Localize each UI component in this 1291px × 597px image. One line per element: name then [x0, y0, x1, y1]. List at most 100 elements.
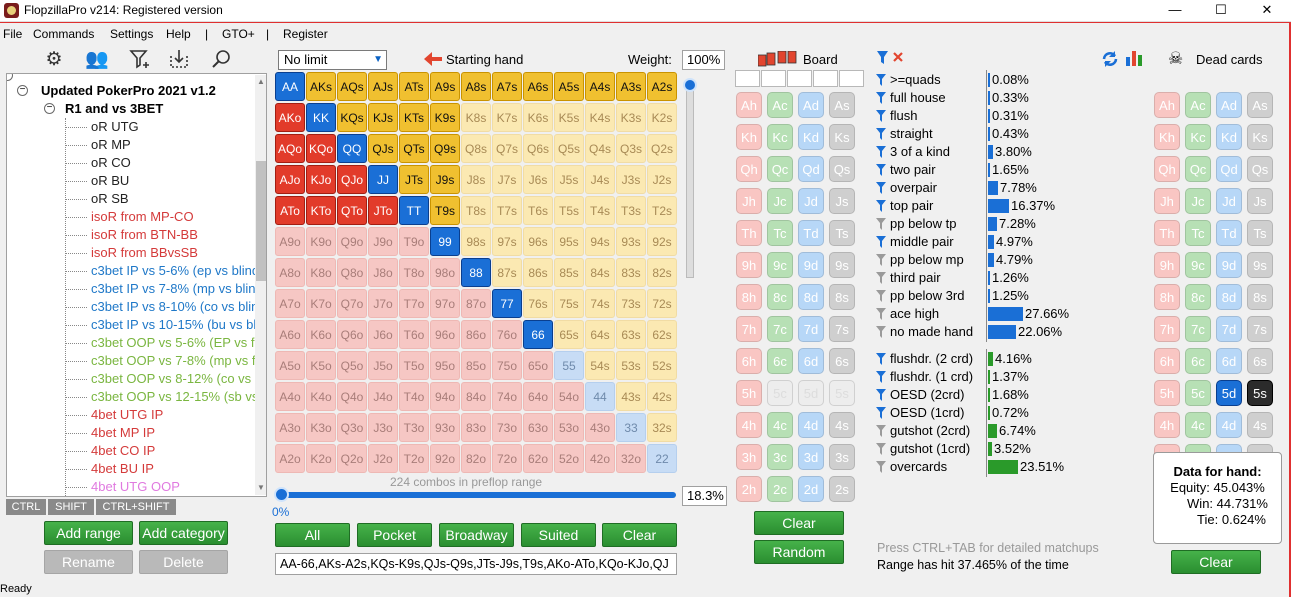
stat-row[interactable]: pp below tp 7.28% — [876, 215, 1176, 233]
stat-row[interactable]: two pair 1.65% — [876, 161, 1176, 179]
board-card[interactable]: Ad — [798, 92, 824, 118]
hand-cell[interactable]: K3o — [306, 413, 336, 442]
board-card[interactable]: Tc — [767, 220, 793, 246]
stat-row[interactable]: OESD (2crd) 1.68% — [876, 386, 1176, 404]
stat-row[interactable]: flushdr. (2 crd) 4.16% — [876, 350, 1176, 368]
hand-cell[interactable]: J9o — [368, 227, 398, 256]
hand-cell[interactable]: 97o — [430, 289, 460, 318]
hand-cell[interactable]: 55 — [554, 351, 584, 380]
rename-button[interactable]: Rename — [44, 550, 133, 574]
dead-card[interactable]: Jh — [1154, 188, 1180, 214]
board-card[interactable]: 6h — [736, 348, 762, 374]
hand-cell[interactable]: 92o — [430, 444, 460, 473]
tree-item[interactable]: c3bet IP vs 7-8% (mp vs blind — [91, 281, 263, 296]
hand-cell[interactable]: AJs — [368, 72, 398, 101]
hand-cell[interactable]: J7s — [492, 165, 522, 194]
hand-cell[interactable]: AA — [275, 72, 305, 101]
hand-cell[interactable]: T6o — [399, 320, 429, 349]
board-card[interactable]: 9d — [798, 252, 824, 278]
collapse-icon[interactable]: − — [7, 74, 13, 81]
menu-file[interactable]: File — [3, 27, 23, 41]
board-card[interactable]: 5d — [798, 380, 824, 406]
refresh-icon[interactable] — [1101, 50, 1119, 68]
hand-cell[interactable]: T2o — [399, 444, 429, 473]
dead-card[interactable]: 5s — [1247, 380, 1273, 406]
tree-item[interactable]: oR CO — [91, 155, 131, 170]
hand-cell[interactable]: JTo — [368, 196, 398, 225]
dead-card[interactable]: 6s — [1247, 348, 1273, 374]
board-card[interactable]: 3h — [736, 444, 762, 470]
dead-card[interactable]: 7s — [1247, 316, 1273, 342]
tree-item[interactable]: oR MP — [91, 137, 131, 152]
dead-card[interactable]: 6d — [1216, 348, 1242, 374]
hand-cell[interactable]: J3s — [616, 165, 646, 194]
hand-cell[interactable]: T8s — [461, 196, 491, 225]
board-slot[interactable] — [761, 70, 786, 87]
hand-cell[interactable]: 97s — [492, 227, 522, 256]
hand-cell[interactable]: Q5s — [554, 134, 584, 163]
board-card[interactable]: 7d — [798, 316, 824, 342]
hand-cell[interactable]: 73s — [616, 289, 646, 318]
dead-card[interactable]: 9c — [1185, 252, 1211, 278]
hand-cell[interactable]: 99 — [430, 227, 460, 256]
hand-cell[interactable]: 54o — [554, 382, 584, 411]
dead-card[interactable]: As — [1247, 92, 1273, 118]
hand-cell[interactable]: AQo — [275, 134, 305, 163]
board-card[interactable]: 3d — [798, 444, 824, 470]
game-mode-select[interactable]: No limit ▼ — [278, 50, 387, 70]
filter-icon[interactable] — [876, 218, 886, 230]
stat-row[interactable]: pp below mp 4.79% — [876, 251, 1176, 269]
dead-card[interactable]: Qs — [1247, 156, 1273, 182]
menu-register[interactable]: Register — [283, 27, 328, 41]
board-card[interactable]: Kh — [736, 124, 762, 150]
filter-icon[interactable] — [876, 110, 886, 122]
hand-cell[interactable]: A8s — [461, 72, 491, 101]
select-suited-button[interactable]: Suited — [521, 523, 596, 547]
hand-cell[interactable]: 87o — [461, 289, 491, 318]
dead-card[interactable]: Qc — [1185, 156, 1211, 182]
scroll-down-icon[interactable]: ▼ — [257, 483, 265, 492]
hand-cell[interactable]: QTo — [337, 196, 367, 225]
hand-cell[interactable]: K7s — [492, 103, 522, 132]
hand-cell[interactable]: Q5o — [337, 351, 367, 380]
hand-cell[interactable]: 53s — [616, 351, 646, 380]
hand-cell[interactable]: J4o — [368, 382, 398, 411]
hand-cell[interactable]: A5s — [554, 72, 584, 101]
hand-cell[interactable]: J2o — [368, 444, 398, 473]
hand-cell[interactable]: KJo — [306, 165, 336, 194]
hand-cell[interactable]: K8s — [461, 103, 491, 132]
delete-button[interactable]: Delete — [139, 550, 228, 574]
hand-cell[interactable]: 74s — [585, 289, 615, 318]
hand-cell[interactable]: Q4o — [337, 382, 367, 411]
hand-cell[interactable]: J6o — [368, 320, 398, 349]
board-card[interactable]: Th — [736, 220, 762, 246]
hand-cell[interactable]: Q2o — [337, 444, 367, 473]
filter-icon[interactable] — [876, 443, 886, 455]
board-card[interactable]: 9c — [767, 252, 793, 278]
tree-item[interactable]: 4bet UTG IP — [91, 407, 164, 422]
dead-clear-button[interactable]: Clear — [1171, 550, 1261, 574]
board-card[interactable]: Qd — [798, 156, 824, 182]
menu-settings[interactable]: Settings — [110, 27, 154, 41]
menu-gto[interactable]: GTO+ — [222, 27, 255, 41]
percent-slider-knob[interactable] — [274, 487, 289, 502]
hand-cell[interactable]: T4s — [585, 196, 615, 225]
hand-cell[interactable]: J4s — [585, 165, 615, 194]
dead-card[interactable]: 5d — [1216, 380, 1242, 406]
dead-card[interactable]: Kd — [1216, 124, 1242, 150]
filter-icon[interactable] — [876, 326, 886, 338]
board-card[interactable]: Ks — [829, 124, 855, 150]
hand-cell[interactable]: T9o — [399, 227, 429, 256]
collapse-icon[interactable]: − — [17, 85, 28, 96]
tree-item[interactable]: 4bet BU IP — [91, 461, 154, 476]
dead-card[interactable]: Ah — [1154, 92, 1180, 118]
stat-row[interactable]: ace high 27.66% — [876, 305, 1176, 323]
hand-cell[interactable]: 76s — [523, 289, 553, 318]
hand-cell[interactable]: Q7s — [492, 134, 522, 163]
hand-cell[interactable]: 62o — [523, 444, 553, 473]
hand-cell[interactable]: Q9o — [337, 227, 367, 256]
stat-row[interactable]: overpair 7.78% — [876, 179, 1176, 197]
filter-icon[interactable] — [876, 164, 886, 176]
hand-cell[interactable]: 92s — [647, 227, 677, 256]
percent-slider-track[interactable] — [280, 492, 676, 498]
